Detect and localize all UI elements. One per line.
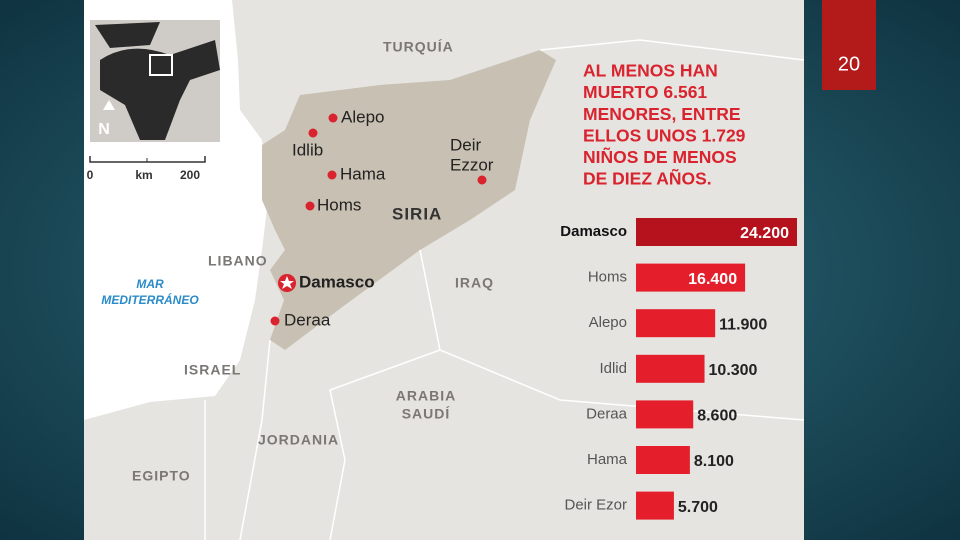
category-label: Deir Ezor [564,497,627,514]
value-label: 11.900 [719,316,767,333]
headline-line: NIÑOS DE MENOS [583,146,737,167]
country-label: ARABIA [396,388,456,404]
scale-unit: km [135,168,152,182]
city-label: Deraa [284,310,331,329]
bar [636,263,746,292]
city-label: Homs [317,195,361,214]
country-label: SAUDÍ [402,406,451,422]
sea-label: MAR [136,277,164,291]
category-label: Hama [587,451,628,468]
city-label: Deir [450,135,482,154]
north-label: N [98,121,110,138]
country-label: JORDANIA [258,432,339,448]
bar [636,354,705,383]
scale-end: 200 [180,168,200,182]
scale-start: 0 [87,168,94,182]
category-label: Deraa [586,405,628,422]
scale-bar: 0 km 200 [87,156,206,182]
slide-number: 20 [838,53,860,75]
value-label: 5.700 [678,499,718,516]
bar [636,491,674,520]
category-label: Homs [588,269,627,286]
value-label: 24.200 [740,225,789,242]
headline-line: MENORES, ENTRE [583,104,741,124]
category-label: Damasco [560,223,627,240]
country-label: LIBANO [208,253,268,269]
city-label: Idlib [292,140,323,159]
inset-map: N [90,20,220,142]
headline-line: AL MENOS HAN [583,61,718,81]
headline-line: ELLOS UNOS 1.729 [583,125,746,145]
bar [636,218,797,246]
country-label: IRAQ [455,275,494,291]
city-label: Hama [340,164,386,183]
slide-number-box [822,0,876,90]
category-label: Idlid [599,360,627,377]
bar [636,309,716,338]
city-label: Damasco [299,272,375,291]
category-label: Alepo [589,314,627,331]
infographic: N 0 km 200 TURQUÍA SIRIA LIBANO IRAQ ISR… [84,0,805,540]
bar [636,400,694,429]
country-label: EGIPTO [132,468,191,484]
headline-line: MUERTO 6.561 [583,82,707,102]
value-label: 8.100 [694,453,734,470]
country-label: SIRIA [392,204,442,223]
bar-chart: Damasco 24.200 Homs 16.400 Alepo 11.900 Idlid 1… [560,218,797,520]
value-label: 16.400 [688,271,737,288]
city-label: Alepo [341,107,384,126]
headline-line: DE DIEZ AÑOS. [583,168,712,189]
city-dots [270,113,487,326]
city-label: Ezzor [450,155,494,174]
syria [262,50,556,350]
value-label: 8.600 [697,408,737,425]
value-label: 10.300 [709,362,758,379]
country-label: TURQUÍA [383,39,454,55]
bar [636,446,690,474]
country-label: ISRAEL [184,362,241,378]
sea-label: MEDITERRÁNEO [101,292,199,307]
